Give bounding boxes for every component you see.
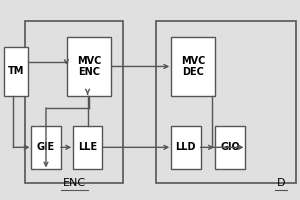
Text: TM: TM — [8, 66, 24, 76]
Bar — [156, 21, 296, 183]
Text: GIE: GIE — [37, 142, 55, 152]
Text: MVC
DEC: MVC DEC — [181, 56, 205, 77]
Text: LLD: LLD — [176, 142, 196, 152]
Bar — [73, 126, 102, 169]
Bar — [171, 126, 200, 169]
Bar — [4, 47, 28, 96]
Bar — [25, 21, 123, 183]
Text: GIO: GIO — [220, 142, 240, 152]
Text: ENC: ENC — [63, 178, 86, 188]
Bar — [171, 37, 215, 96]
Bar — [215, 126, 245, 169]
Text: LLE: LLE — [78, 142, 97, 152]
Bar — [31, 126, 61, 169]
Bar — [67, 37, 111, 96]
Text: MVC
ENC: MVC ENC — [77, 56, 101, 77]
Text: D: D — [277, 178, 285, 188]
